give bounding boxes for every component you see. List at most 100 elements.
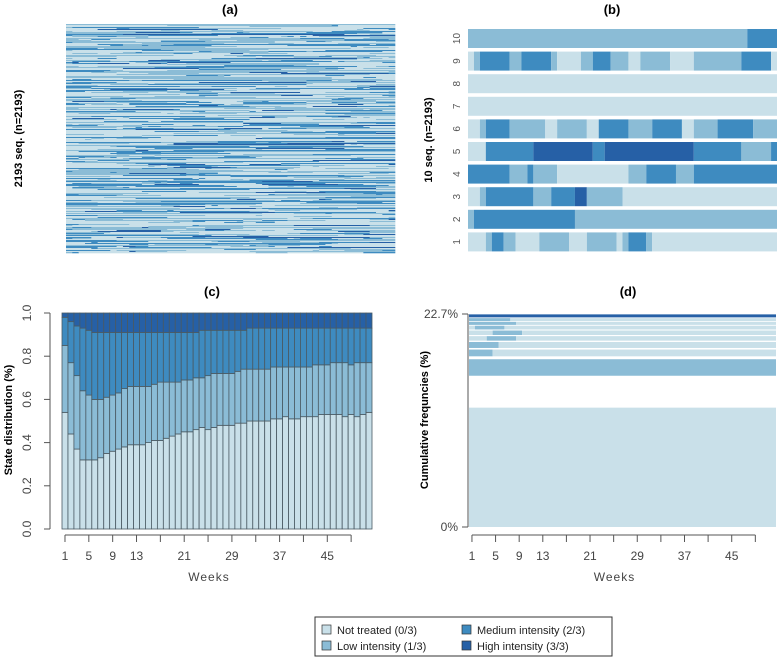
- index-plot-segment: [135, 129, 219, 131]
- index-plot-segment: [293, 238, 301, 240]
- index-plot-segment: [230, 229, 295, 231]
- index-plot-segment: [179, 111, 193, 113]
- index-plot-segment: [287, 130, 396, 132]
- index-plot-segment: [236, 113, 326, 115]
- index-plot-segment: [344, 148, 396, 150]
- index-plot-segment: [66, 199, 238, 201]
- index-plot-segment: [319, 250, 345, 252]
- index-plot-segment: [388, 57, 396, 59]
- index-plot-segment: [66, 155, 130, 157]
- index-plot-segment: [306, 84, 377, 86]
- index-plot-segment: [312, 83, 396, 85]
- index-plot-segment: [192, 220, 244, 222]
- index-plot-segment: [179, 117, 250, 119]
- bar-not_treated-week-2: [67, 433, 75, 530]
- index-plot-segment: [116, 246, 124, 248]
- index-plot-segment: [363, 117, 370, 119]
- index-plot-segment: [160, 158, 326, 160]
- index-plot-segment: [84, 104, 92, 106]
- index-plot-segment: [66, 196, 352, 198]
- index-plot-segment: [122, 187, 130, 189]
- index-plot-segment: [66, 175, 124, 177]
- index-plot-segment: [224, 156, 250, 158]
- index-plot-segment: [306, 72, 396, 74]
- index-plot-segment: [287, 186, 295, 188]
- index-plot-segment: [357, 58, 383, 60]
- index-plot-segment: [338, 133, 377, 135]
- index-plot-segment: [66, 188, 73, 190]
- index-plot-segment: [66, 122, 358, 124]
- index-plot-segment: [211, 241, 219, 243]
- y-tick-label: 0.0: [20, 520, 34, 537]
- index-plot-segment: [66, 247, 98, 249]
- index-plot-segment: [293, 225, 370, 227]
- index-plot-segment: [66, 124, 73, 126]
- index-plot-segment: [66, 235, 212, 237]
- index-plot-segment: [312, 147, 396, 149]
- y-tick-label: 0.6: [20, 391, 34, 408]
- index-plot-segment: [312, 228, 396, 230]
- bar-medium-week-33: [252, 327, 260, 370]
- index-plot-segment: [66, 30, 162, 32]
- index-plot-segment: [325, 68, 345, 70]
- frequent-sequence-7-low: [474, 325, 505, 330]
- index-plot-segment: [376, 194, 383, 196]
- index-plot-segment: [338, 231, 370, 233]
- index-plot-segment: [160, 165, 168, 167]
- index-plot-segment: [135, 62, 168, 64]
- index-plot-segment: [110, 98, 136, 100]
- index-plot-segment: [262, 149, 326, 151]
- index-plot-segment: [325, 133, 339, 135]
- bar-not_treated-week-46: [329, 414, 337, 530]
- index-plot-segment: [300, 36, 307, 38]
- index-plot-segment: [97, 217, 168, 219]
- index-plot-segment: [236, 32, 244, 34]
- sequence-segment-low: [610, 51, 629, 71]
- row-label: 3: [452, 193, 463, 199]
- sequence-segment-medium: [485, 119, 510, 139]
- index-plot-segment: [66, 218, 288, 220]
- index-plot-segment: [319, 161, 396, 163]
- index-plot-segment: [369, 87, 396, 89]
- index-plot-segment: [122, 237, 162, 239]
- index-plot-segment: [66, 157, 79, 159]
- index-plot-segment: [110, 172, 117, 174]
- index-plot-segment: [173, 119, 250, 121]
- bar-not_treated-week-27: [216, 424, 224, 530]
- index-plot-segment: [224, 132, 238, 134]
- index-plot-segment: [331, 25, 339, 27]
- index-plot-segment: [97, 63, 130, 65]
- index-plot-segment: [205, 168, 212, 170]
- index-plot-segment: [211, 166, 219, 168]
- index-plot-segment: [369, 88, 396, 90]
- index-plot-segment: [186, 175, 200, 177]
- index-plot-segment: [91, 98, 111, 100]
- y-tick-label: 1.0: [20, 304, 34, 321]
- index-plot-segment: [224, 151, 396, 153]
- index-plot-segment: [66, 73, 149, 75]
- index-plot-segment: [192, 111, 206, 113]
- index-plot-segment: [110, 153, 231, 155]
- index-plot-segment: [281, 164, 301, 166]
- row-label: 1: [452, 239, 463, 245]
- sequence-segment-low: [479, 187, 486, 207]
- index-plot-segment: [135, 32, 181, 34]
- index-plot-segment: [300, 167, 396, 169]
- index-plot-segment: [230, 93, 276, 95]
- index-plot-segment: [300, 92, 326, 94]
- index-plot-segment: [255, 192, 326, 194]
- sequence-segment-medium: [491, 232, 504, 252]
- index-plot-segment: [217, 173, 339, 175]
- index-plot-segment: [97, 85, 358, 87]
- index-plot-segment: [179, 30, 212, 32]
- index-plot-segment: [116, 110, 250, 112]
- index-plot-segment: [66, 67, 155, 69]
- index-plot-segment: [230, 62, 383, 64]
- index-plot-segment: [306, 32, 383, 34]
- index-plot-segment: [357, 157, 396, 159]
- index-plot-segment: [217, 172, 269, 174]
- panel-d: [469, 314, 776, 527]
- index-plot-segment: [312, 119, 345, 121]
- bar-high-week-15: [145, 312, 152, 333]
- index-plot-segment: [217, 35, 314, 37]
